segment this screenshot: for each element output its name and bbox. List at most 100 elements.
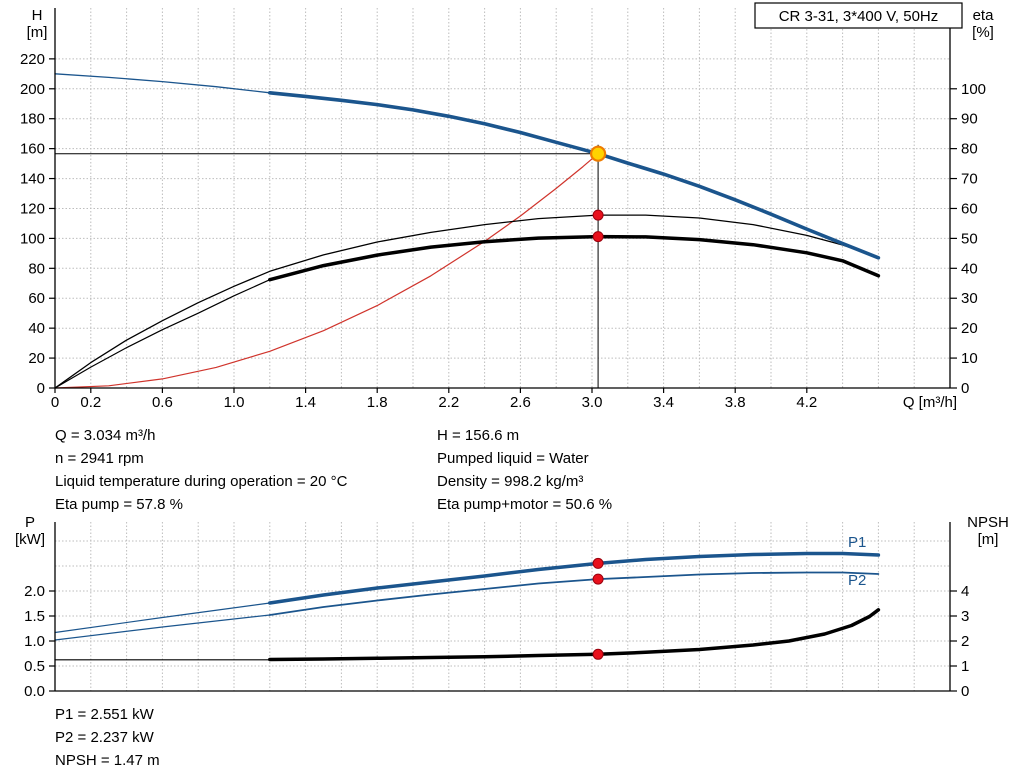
head-extension	[54, 73, 271, 94]
svg-text:4.2: 4.2	[796, 394, 817, 411]
svg-text:50: 50	[961, 230, 978, 247]
svg-text:0.5: 0.5	[24, 658, 45, 675]
svg-text:90: 90	[961, 111, 978, 128]
p1-curve	[268, 551, 881, 605]
eta-pump-motor-value: Eta pump+motor = 50.6 %	[437, 496, 613, 513]
svg-text:220: 220	[20, 51, 45, 68]
svg-text:1.5: 1.5	[24, 608, 45, 625]
hq-eta-chart: 0 20 40 60 80 100 120 140 160 180 200 220 0 10 20 30 40 5…	[20, 2, 994, 411]
operating-data-right: H = 156.6 m Pumped liquid = Water Densit…	[437, 424, 612, 516]
duty-crosshair	[55, 144, 599, 388]
markers: P1 P2	[592, 534, 866, 660]
eta-pump-motor-extension	[54, 279, 271, 389]
right-axis-title: NPSH	[967, 514, 1009, 531]
value-dot-marker	[592, 648, 604, 660]
speed-value: n = 2941 rpm	[55, 450, 144, 467]
svg-text:100: 100	[961, 81, 986, 98]
svg-text:30: 30	[961, 290, 978, 307]
svg-text:20: 20	[961, 320, 978, 337]
p1-extension	[54, 602, 271, 634]
svg-text:0: 0	[37, 380, 45, 397]
svg-text:60: 60	[961, 200, 978, 217]
value-dot-marker	[592, 557, 604, 569]
svg-text:0.2: 0.2	[80, 394, 101, 411]
curve-label-p1: P1	[848, 534, 866, 551]
pump-type-box: CR 3-31, 3*400 V, 50Hz	[754, 2, 963, 29]
left-axis-title: [kW]	[15, 531, 45, 548]
value-dot-marker	[592, 573, 604, 585]
svg-text:120: 120	[20, 200, 45, 217]
svg-text:100: 100	[20, 230, 45, 247]
curves	[54, 551, 881, 662]
svg-text:2: 2	[961, 633, 969, 650]
left-axis-title: H	[32, 7, 43, 24]
svg-text:10: 10	[961, 350, 978, 367]
svg-text:180: 180	[20, 111, 45, 128]
svg-text:20: 20	[28, 350, 45, 367]
right-axis-title: [%]	[972, 24, 994, 41]
svg-text:0.6: 0.6	[152, 394, 173, 411]
gridlines	[55, 522, 950, 691]
value-dot-marker	[592, 231, 604, 243]
svg-text:1.0: 1.0	[24, 633, 45, 650]
curve-label-p2: P2	[848, 572, 866, 589]
svg-text:140: 140	[20, 171, 45, 188]
svg-text:1: 1	[961, 658, 969, 675]
pump-type-label: CR 3-31, 3*400 V, 50Hz	[779, 8, 939, 25]
pumped-liquid-value: Pumped liquid = Water	[437, 450, 589, 467]
svg-text:0: 0	[961, 380, 969, 397]
svg-text:0: 0	[51, 394, 59, 411]
power-npsh-data: P1 = 2.551 kW P2 = 2.237 kW NPSH = 1.47 …	[55, 703, 160, 772]
eta-pump-curve	[54, 214, 880, 389]
svg-text:80: 80	[961, 141, 978, 158]
svg-text:3.4: 3.4	[653, 394, 674, 411]
markers	[589, 145, 607, 243]
duty-point-marker	[589, 145, 607, 162]
p2-curve	[268, 571, 880, 616]
density-value: Density = 998.2 kg/m³	[437, 473, 584, 490]
operating-data-left: Q = 3.034 m³/h n = 2941 rpm Liquid tempe…	[55, 424, 347, 516]
liquid-temperature-value: Liquid temperature during operation = 20…	[55, 473, 348, 490]
svg-text:1.8: 1.8	[367, 394, 388, 411]
svg-text:0: 0	[961, 683, 969, 700]
svg-text:80: 80	[28, 260, 45, 277]
svg-text:1.0: 1.0	[224, 394, 245, 411]
left-axis-title: P	[25, 514, 35, 531]
axes: 0 20 40 60 80 100 120 140 160 180 200 220 0 10 20 30 40 5…	[20, 7, 994, 411]
svg-text:4: 4	[961, 583, 969, 600]
svg-text:0.0: 0.0	[24, 683, 45, 700]
head-value: H = 156.6 m	[437, 427, 520, 444]
svg-text:40: 40	[28, 320, 45, 337]
power-npsh-chart: 0.0 0.5 1.0 1.5 2.0 0 1 2 3 4 P[kW] NPSH[m] P1 P2	[15, 514, 1009, 700]
curves	[54, 73, 881, 389]
npsh-value: NPSH = 1.47 m	[55, 752, 160, 769]
svg-text:2.6: 2.6	[510, 394, 531, 411]
right-axis-title: eta	[973, 7, 995, 24]
p2-value: P2 = 2.237 kW	[55, 729, 154, 746]
svg-text:70: 70	[961, 171, 978, 188]
x-axis-title: Q [m³/h]	[903, 394, 957, 411]
right-axis-title: [m]	[978, 531, 999, 548]
axes: 0.0 0.5 1.0 1.5 2.0 0 1 2 3 4 P[kW] NPSH[m]	[15, 514, 1009, 700]
svg-text:40: 40	[961, 260, 978, 277]
svg-text:200: 200	[20, 81, 45, 98]
svg-text:1.4: 1.4	[295, 394, 316, 411]
p2-extension	[54, 614, 271, 641]
flow-value: Q = 3.034 m³/h	[55, 427, 156, 444]
svg-text:3.0: 3.0	[582, 394, 603, 411]
p1-value: P1 = 2.551 kW	[55, 706, 154, 723]
eta-pump-value: Eta pump = 57.8 %	[55, 496, 183, 513]
svg-text:3.8: 3.8	[725, 394, 746, 411]
eta-pump-motor-curve	[268, 234, 881, 282]
svg-text:2.2: 2.2	[438, 394, 459, 411]
head-curve	[267, 91, 881, 260]
svg-text:60: 60	[28, 290, 45, 307]
gridlines	[55, 8, 950, 388]
svg-text:3: 3	[961, 608, 969, 625]
left-axis-title: [m]	[27, 24, 48, 41]
npsh-curve	[268, 608, 881, 662]
system-curve	[54, 153, 599, 389]
svg-text:2.0: 2.0	[24, 583, 45, 600]
value-dot-marker	[592, 209, 604, 221]
